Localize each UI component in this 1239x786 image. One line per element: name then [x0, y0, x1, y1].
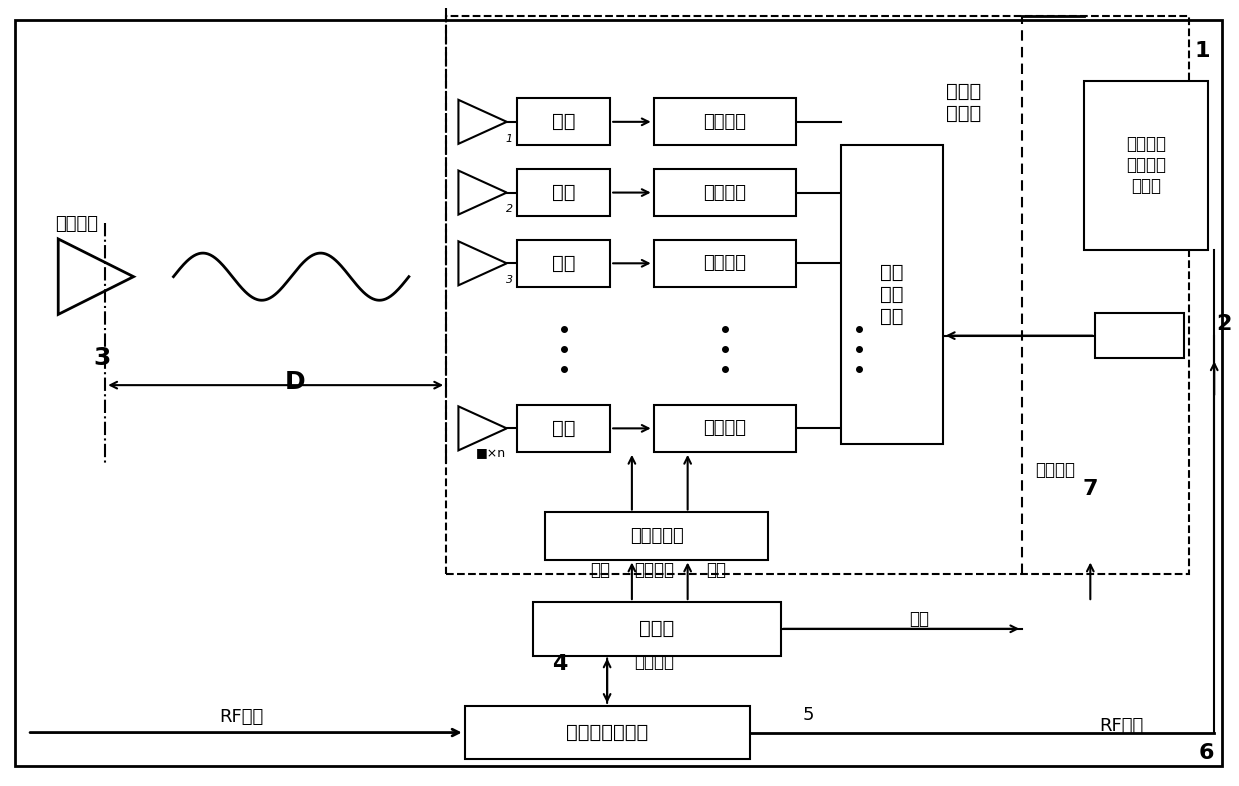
Text: 高精度测
量实时补
偿单元: 高精度测 量实时补 偿单元 [1126, 135, 1166, 195]
Text: 1: 1 [1194, 41, 1209, 61]
Text: 6: 6 [1199, 743, 1214, 763]
Text: 测试探头: 测试探头 [56, 215, 98, 233]
Bar [1095, 313, 1184, 358]
Text: 矢量网络分析仪: 矢量网络分析仪 [566, 723, 648, 742]
Text: 2: 2 [506, 204, 513, 215]
Text: 放大: 放大 [553, 254, 575, 273]
Text: 移相衰减: 移相衰减 [704, 420, 746, 437]
Text: 3: 3 [506, 275, 513, 285]
Text: 2: 2 [1217, 314, 1232, 334]
Text: 移相衰减: 移相衰减 [704, 255, 746, 272]
Text: 工控机: 工控机 [639, 619, 674, 638]
Bar [533, 602, 781, 656]
Text: 4: 4 [553, 654, 567, 674]
Bar [465, 706, 750, 759]
Bar [654, 98, 795, 145]
Text: 低频电缆: 低频电缆 [1036, 461, 1075, 479]
Text: 放大: 放大 [553, 419, 575, 438]
Text: 控制和电源: 控制和电源 [629, 527, 684, 545]
Text: RF信号: RF信号 [219, 708, 264, 725]
Text: ■×n: ■×n [476, 446, 506, 459]
Bar [446, 16, 1189, 574]
Bar [1084, 80, 1208, 249]
Text: 1: 1 [506, 134, 513, 144]
Bar [518, 405, 610, 452]
Text: 移相衰减: 移相衰减 [704, 184, 746, 201]
Text: 移相衰减: 移相衰减 [704, 113, 746, 130]
Bar [841, 145, 943, 444]
Text: 供电: 供电 [590, 561, 610, 578]
Text: RF电缆: RF电缆 [1099, 718, 1144, 735]
Text: 低频电缆: 低频电缆 [634, 653, 674, 670]
Bar [654, 405, 795, 452]
Text: 低频电缆: 低频电缆 [634, 561, 674, 578]
Text: 放大: 放大 [553, 112, 575, 131]
Text: 5: 5 [802, 707, 814, 724]
Text: 3: 3 [93, 346, 110, 369]
Bar [518, 169, 610, 216]
Text: 波束
形成
网络: 波束 形成 网络 [881, 263, 903, 326]
Text: 控制: 控制 [706, 561, 726, 578]
Text: D: D [285, 370, 305, 394]
Bar [654, 169, 795, 216]
Text: 7: 7 [1083, 479, 1098, 499]
Bar [518, 98, 610, 145]
Bar [545, 512, 768, 560]
Bar [654, 240, 795, 287]
Text: 放大: 放大 [553, 183, 575, 202]
Text: 控制: 控制 [909, 611, 929, 628]
Text: 有源阵
列天线: 有源阵 列天线 [947, 82, 981, 123]
Bar [518, 240, 610, 287]
